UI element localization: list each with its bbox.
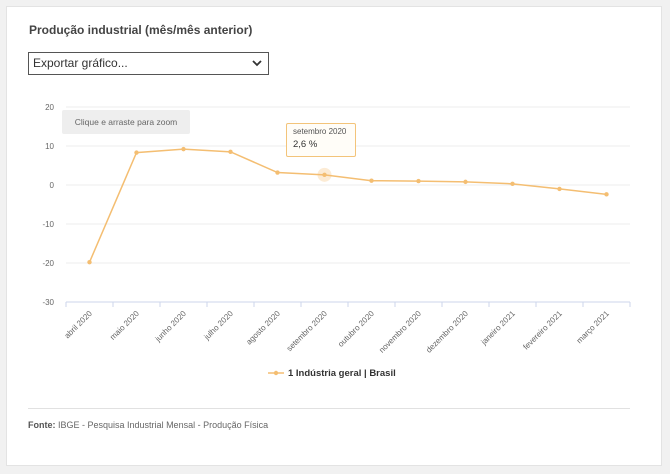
source-prefix: Fonte: [28, 420, 56, 430]
y-tick-label: -30 [42, 298, 54, 307]
x-tick-label: outubro 2020 [336, 309, 376, 349]
data-point[interactable] [181, 146, 186, 152]
data-point[interactable] [134, 150, 139, 155]
legend-item[interactable]: 1 Indústria geral | Brasil [268, 366, 396, 380]
chevron-down-icon [252, 60, 262, 67]
data-point[interactable] [322, 172, 327, 178]
legend-label: 1 Indústria geral | Brasil [288, 367, 396, 379]
y-tick-label: 20 [45, 103, 54, 112]
x-tick-label: fevereiro 2021 [521, 309, 564, 352]
series-line [88, 148, 607, 263]
x-tick-label: agosto 2020 [244, 309, 282, 347]
data-point[interactable] [275, 170, 280, 175]
x-tick-label: setembro 2020 [285, 309, 329, 353]
divider [28, 408, 630, 409]
data-point[interactable] [604, 192, 609, 197]
legend-line-icon [268, 370, 284, 376]
x-tick-label: junho 2020 [153, 309, 188, 344]
x-tick-label: julho 2020 [202, 309, 236, 343]
data-point[interactable] [557, 186, 562, 192]
x-tick-label: maio 2020 [108, 309, 141, 342]
chart-card [6, 6, 662, 466]
tooltip-label: setembro 2020 [293, 127, 347, 136]
data-point[interactable] [416, 178, 421, 184]
y-tick-label: 10 [45, 142, 54, 151]
x-tick-label: janeiro 2021 [479, 309, 518, 348]
data-point[interactable] [369, 178, 374, 183]
source-text: IBGE - Pesquisa Industrial Mensal - Prod… [58, 420, 269, 430]
export-chart-select[interactable]: Exportar gráfico... [28, 52, 269, 75]
data-point[interactable] [463, 179, 468, 185]
data-point[interactable] [87, 260, 92, 265]
chart-title: Produção industrial (mês/mês anterior) [29, 23, 253, 37]
x-tick-label: novembro 2020 [377, 309, 423, 355]
data-point[interactable] [510, 181, 515, 187]
x-tick-label: dezembro 2020 [424, 309, 470, 355]
source-note: Fonte: IBGE - Pesquisa Industrial Mensal… [28, 420, 268, 430]
tooltip-value: 2,6 % [293, 139, 318, 150]
zoom-hint: Clique e arraste para zoom [62, 110, 190, 134]
tooltip: setembro 2020 2,6 % [286, 123, 356, 157]
data-point[interactable] [228, 149, 233, 155]
y-tick-label: -10 [42, 220, 54, 229]
export-select-label: Exportar gráfico... [33, 56, 128, 70]
y-tick-label: -20 [42, 259, 54, 268]
x-tick-label: abril 2020 [63, 309, 95, 341]
y-tick-label: 0 [50, 181, 55, 190]
x-tick-label: março 2021 [575, 309, 612, 346]
